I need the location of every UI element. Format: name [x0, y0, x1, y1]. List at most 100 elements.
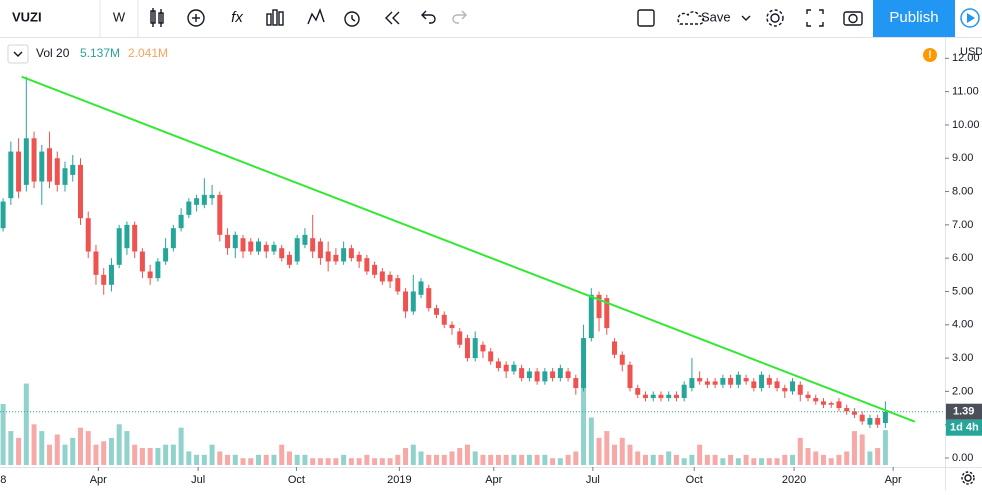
volume-bar: [875, 448, 881, 465]
volume-bar: [225, 454, 231, 465]
volume-bar: [441, 454, 447, 465]
symbol[interactable]: VUZI: [12, 9, 42, 24]
publish-button[interactable]: [873, 0, 955, 37]
candle-body: [418, 281, 424, 295]
candle-body: [867, 418, 873, 425]
warning-mark[interactable]: !: [928, 49, 932, 61]
price-tick-label: 8.00: [952, 185, 973, 197]
legend-volume-ma: 2.041M: [128, 46, 168, 60]
legend-name: Vol 20: [36, 46, 70, 60]
candle-body: [395, 278, 401, 292]
candle-body: [294, 238, 300, 262]
price-tick-label: 10.00: [952, 119, 980, 131]
volume-bar: [697, 444, 703, 465]
candle-body: [782, 388, 788, 392]
cloud-icon[interactable]: [677, 11, 705, 25]
volume-bar: [658, 454, 664, 465]
candle-body: [627, 364, 633, 389]
candles-icon[interactable]: [150, 8, 164, 27]
volume-bar: [217, 451, 223, 465]
candle-body: [534, 371, 540, 382]
replay-icon[interactable]: [385, 11, 400, 25]
volume-bar: [813, 451, 819, 465]
candle-body: [132, 224, 138, 252]
volume-bar: [279, 444, 285, 465]
candle-body: [704, 381, 710, 385]
indicator-add-icon[interactable]: [187, 9, 205, 27]
volume-bar: [820, 454, 826, 465]
candle-body: [666, 394, 672, 399]
play-icon[interactable]: [960, 8, 980, 28]
candle-body: [240, 238, 246, 252]
volume-bar: [31, 424, 37, 465]
candle-body: [256, 241, 262, 252]
save-menu-arrow[interactable]: [741, 15, 751, 21]
layout-icon[interactable]: [637, 9, 655, 27]
templates-icon[interactable]: [266, 9, 284, 26]
candle-body: [697, 378, 703, 382]
legend-toggle-arrow[interactable]: [13, 51, 23, 57]
publish-label[interactable]: Publish: [889, 9, 938, 26]
candle-body: [139, 251, 145, 272]
price-tick-label: 5.00: [952, 285, 973, 297]
candle-body: [526, 371, 532, 379]
undo-icon[interactable]: [421, 10, 436, 24]
volume-bar: [851, 431, 857, 465]
candle-body: [542, 371, 548, 382]
price-tick-label: 7.00: [952, 219, 973, 231]
candle-body: [441, 314, 447, 325]
legend-toggle[interactable]: [7, 44, 29, 64]
volume-bar: [650, 454, 656, 465]
fx-icon[interactable]: fx: [231, 9, 243, 26]
price-tick-label: 4.00: [952, 319, 973, 331]
volume-bar: [147, 448, 153, 465]
volume-bar: [70, 437, 76, 465]
axis-settings-icon[interactable]: [961, 471, 975, 485]
price-tick-label: 3.00: [952, 352, 973, 364]
candle-body: [619, 354, 625, 365]
candle-body: [735, 374, 741, 385]
candle-body: [596, 294, 602, 319]
time-tick-label: Apr: [90, 474, 107, 486]
volume-bar: [844, 451, 850, 465]
candle-body: [689, 378, 695, 389]
volume-bar: [232, 454, 238, 465]
volume-bar: [54, 434, 60, 465]
settings-icon[interactable]: [766, 9, 784, 27]
candle-body: [565, 371, 571, 379]
fullscreen-icon[interactable]: [806, 9, 824, 27]
time-tick-label: Apr: [885, 474, 902, 486]
volume-bar: [348, 458, 354, 465]
volume-bar: [782, 454, 788, 465]
volume-bar: [85, 431, 91, 465]
candle-body: [403, 291, 409, 312]
candle-body: [186, 201, 192, 215]
candle-body: [0, 201, 6, 229]
warning-icon[interactable]: [923, 48, 937, 62]
volume-bar: [116, 424, 122, 465]
candle-body: [851, 411, 857, 415]
time-tick-label: 2019: [387, 474, 411, 486]
compare-icon[interactable]: [307, 7, 325, 25]
play-arrow[interactable]: [967, 13, 975, 23]
volume-bar: [457, 448, 463, 465]
candle-body: [387, 274, 393, 282]
candle-body: [635, 388, 641, 395]
alert-icon[interactable]: [344, 11, 360, 27]
save-button[interactable]: Save: [701, 9, 731, 24]
candle-body: [62, 168, 68, 185]
candle-body: [286, 254, 292, 265]
candle-body: [797, 384, 803, 395]
candle-body: [480, 344, 486, 352]
volume-bar: [464, 444, 470, 465]
volume-bar: [317, 458, 323, 465]
interval[interactable]: W: [113, 9, 126, 24]
candle-body: [317, 241, 323, 259]
candle-body: [341, 248, 347, 262]
price-tick-label: 11.00: [952, 86, 979, 98]
snapshot-icon[interactable]: [843, 11, 863, 26]
volume-bar: [720, 458, 726, 465]
volume-bar: [93, 444, 99, 465]
candle-body: [279, 248, 285, 259]
volume-bar: [612, 444, 618, 465]
